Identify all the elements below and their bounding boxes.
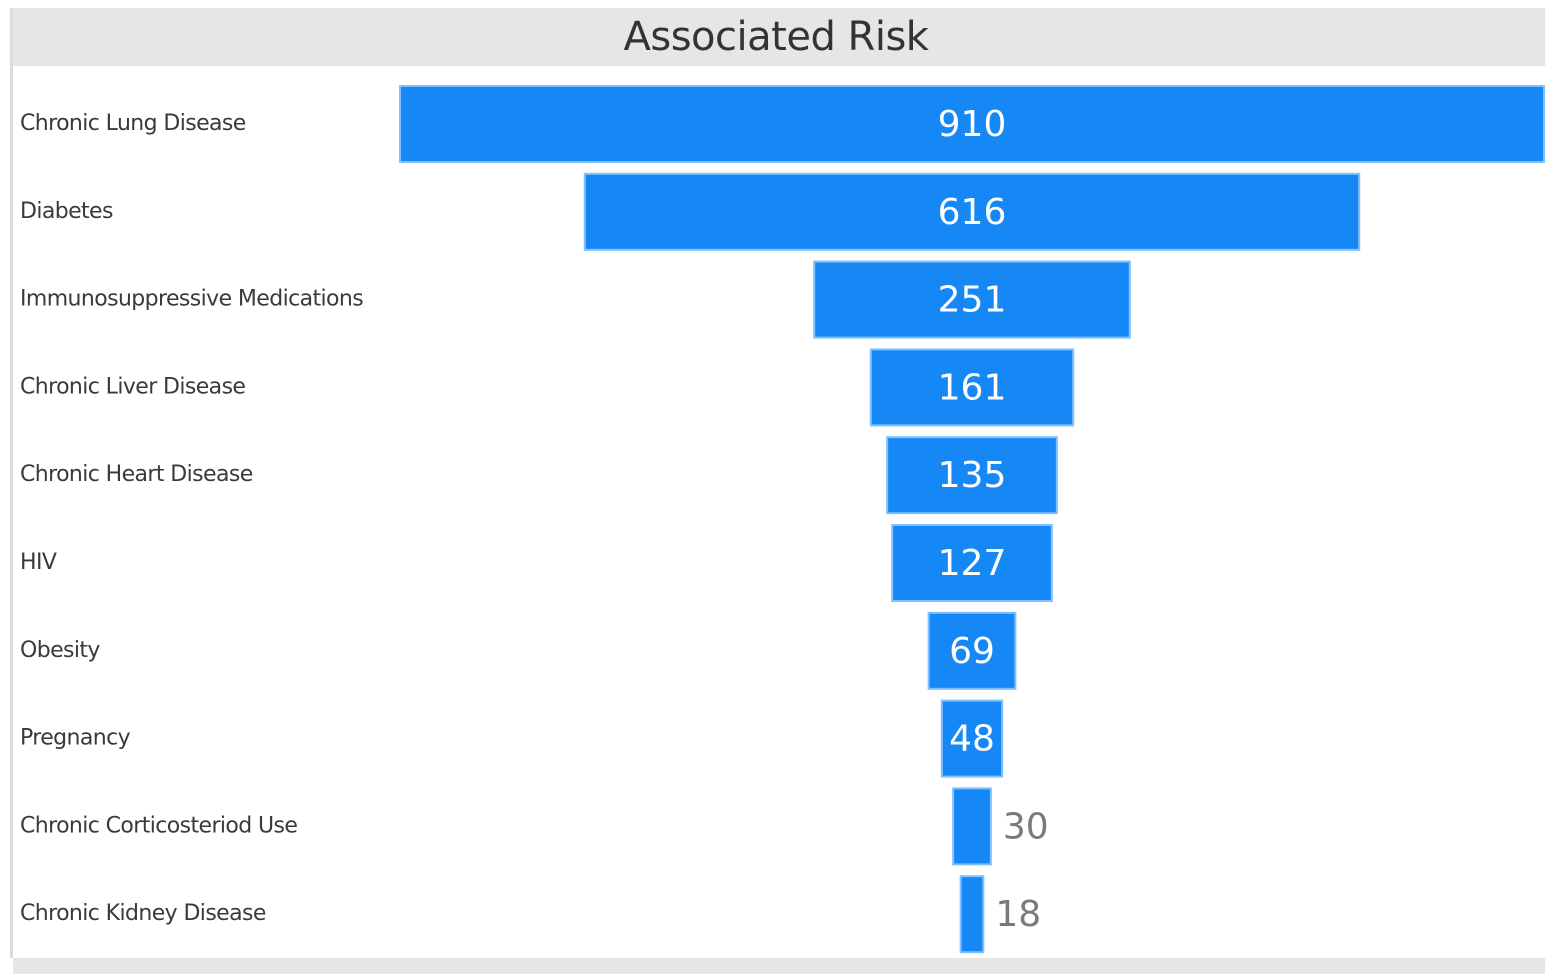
value-label: 69 xyxy=(949,631,995,672)
funnel-bar[interactable] xyxy=(399,85,1545,163)
value-label: 30 xyxy=(1003,806,1049,847)
funnel-bar[interactable] xyxy=(940,699,1004,778)
category-label: Pregnancy xyxy=(20,726,131,751)
category-label: Chronic Heart Disease xyxy=(20,462,253,487)
funnel-bar[interactable] xyxy=(952,787,992,866)
category-label: Chronic Corticosteriod Use xyxy=(20,813,297,838)
value-label: 251 xyxy=(938,280,1007,321)
category-label: HIV xyxy=(20,550,57,575)
funnel-bar[interactable] xyxy=(813,260,1131,339)
value-label: 18 xyxy=(995,894,1041,935)
value-label: 135 xyxy=(938,455,1007,496)
category-label: Chronic Lung Disease xyxy=(20,111,246,136)
left-border xyxy=(10,8,13,958)
category-label: Chronic Liver Disease xyxy=(20,374,245,399)
funnel-bar[interactable] xyxy=(869,348,1075,427)
chart-title: Associated Risk xyxy=(623,14,929,60)
value-label: 161 xyxy=(938,367,1007,408)
category-label: Obesity xyxy=(20,638,100,663)
title-bar: Associated Risk xyxy=(13,8,1545,66)
bottom-bar xyxy=(13,958,1545,974)
value-label: 127 xyxy=(938,543,1007,584)
value-label: 616 xyxy=(938,192,1007,233)
value-label: 910 xyxy=(938,104,1007,145)
value-label: 48 xyxy=(949,719,995,760)
funnel-bar[interactable] xyxy=(959,875,985,954)
category-label: Immunosuppressive Medications xyxy=(20,287,363,312)
funnel-bar[interactable] xyxy=(927,611,1017,690)
funnel-bar[interactable] xyxy=(583,172,1361,251)
funnel-bar[interactable] xyxy=(886,436,1058,515)
category-label: Diabetes xyxy=(20,199,113,224)
category-label: Chronic Kidney Disease xyxy=(20,901,266,926)
funnel-bar[interactable] xyxy=(891,524,1053,602)
